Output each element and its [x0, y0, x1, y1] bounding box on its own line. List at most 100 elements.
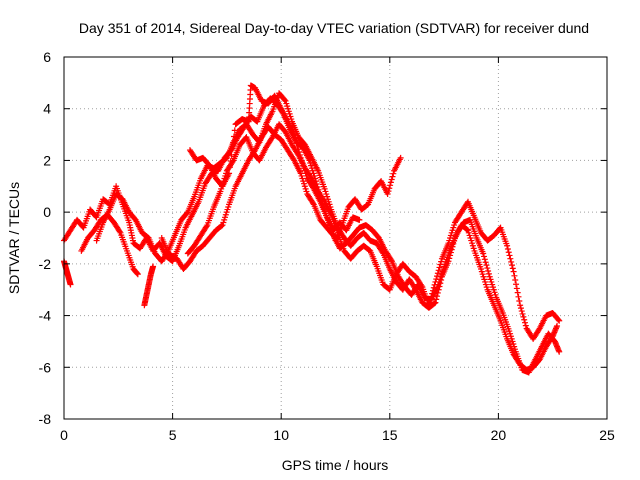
data-point: [508, 258, 515, 265]
data-point: [434, 289, 441, 296]
data-point: [449, 243, 456, 250]
x-tick-label: 5: [169, 427, 177, 443]
data-point: [518, 308, 525, 315]
y-tick-label: -6: [39, 359, 52, 375]
data-point: [390, 170, 397, 177]
data-point: [522, 322, 529, 329]
data-point: [432, 299, 439, 306]
data-point: [556, 317, 563, 324]
data-point: [384, 191, 391, 198]
data-point: [434, 273, 441, 280]
data-point: [484, 265, 491, 272]
x-tick-label: 0: [60, 427, 68, 443]
x-tick-label: 20: [491, 427, 507, 443]
data-point: [434, 293, 441, 300]
data-point: [388, 256, 395, 263]
data-point: [447, 249, 454, 256]
data-point: [230, 139, 237, 146]
data-point: [231, 127, 238, 134]
data-point: [386, 185, 393, 192]
data-point: [437, 261, 444, 268]
data-point: [511, 272, 518, 279]
data-point: [506, 252, 513, 259]
data-point: [481, 256, 488, 263]
data-point: [292, 134, 299, 141]
axis-ticks: 0 5 10 15 20 25 -8 -6 -4 -2 0 2 4 6: [39, 49, 615, 443]
data-point: [294, 143, 301, 150]
data-point: [447, 252, 454, 259]
data-point: [436, 264, 443, 271]
data-point: [292, 137, 299, 144]
data-point: [481, 253, 488, 260]
y-tick-label: 0: [43, 204, 51, 220]
data-point: [512, 277, 519, 284]
data-point: [429, 287, 436, 294]
data-point: [482, 259, 489, 266]
data-point: [509, 265, 516, 272]
data-point: [230, 133, 237, 140]
y-tick-label: -2: [39, 256, 52, 272]
x-tick-label: 15: [382, 427, 398, 443]
data-point: [164, 249, 171, 256]
data-point: [554, 322, 561, 329]
data-point: [134, 271, 141, 278]
data-point: [296, 149, 303, 156]
data-point: [228, 151, 235, 158]
data-point: [514, 289, 521, 296]
data-point: [438, 277, 445, 284]
data-point: [388, 176, 395, 183]
data-point: [520, 313, 527, 320]
data-point: [389, 173, 396, 180]
data-point: [505, 249, 512, 256]
data-point: [356, 216, 363, 223]
data-point: [226, 170, 233, 177]
data-point: [150, 263, 157, 270]
data-marks: [61, 82, 563, 376]
data-point: [227, 158, 234, 165]
data-point: [229, 145, 236, 152]
y-tick-label: 4: [43, 101, 51, 117]
data-point: [433, 296, 440, 303]
y-tick-label: 2: [43, 152, 51, 168]
data-point: [426, 299, 433, 306]
x-tick-label: 10: [273, 427, 289, 443]
series-track-d: [184, 121, 563, 342]
data-point: [556, 348, 563, 355]
x-tick-label: 25: [599, 427, 615, 443]
y-axis-label: SDTVAR / TECUs: [6, 182, 22, 294]
data-point: [429, 290, 436, 297]
data-point: [430, 284, 437, 291]
data-point: [446, 255, 453, 262]
data-point: [226, 164, 233, 171]
data-point: [521, 316, 528, 323]
data-point: [510, 268, 517, 275]
data-point: [516, 298, 523, 305]
data-point: [296, 151, 303, 158]
series-track-e: [61, 82, 363, 309]
data-point: [436, 283, 443, 290]
data-point: [434, 270, 441, 277]
data-point: [485, 270, 492, 277]
grid: [64, 57, 607, 419]
data-point: [385, 188, 392, 195]
data-point: [67, 281, 74, 288]
data-point: [387, 179, 394, 186]
data-point: [437, 280, 444, 287]
chart-title: Day 351 of 2014, Sidereal Day-to-day VTE…: [79, 20, 589, 36]
data-point: [435, 267, 442, 274]
data-point: [433, 276, 440, 283]
data-point: [295, 146, 302, 153]
data-point: [427, 296, 434, 303]
data-point: [203, 223, 210, 230]
data-point: [517, 302, 524, 309]
data-point: [428, 293, 435, 300]
data-point: [431, 281, 438, 288]
data-point: [438, 258, 445, 265]
data-point: [555, 316, 562, 323]
data-point: [513, 281, 520, 288]
y-tick-label: 6: [43, 49, 51, 65]
data-point: [464, 226, 471, 233]
x-axis-label: GPS time / hours: [282, 457, 389, 473]
data-point: [522, 319, 529, 326]
